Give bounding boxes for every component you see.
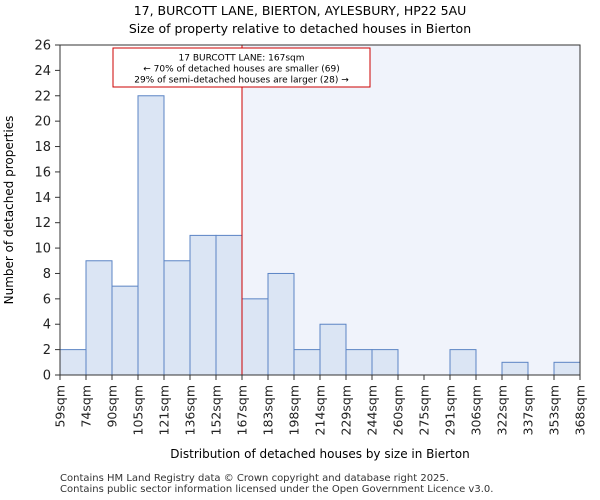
y-tick-label: 6 bbox=[43, 292, 51, 307]
bar-229sqm bbox=[345, 349, 373, 376]
x-tick-label-353sqm: 353sqm bbox=[547, 385, 562, 435]
bar-167sqm bbox=[241, 298, 269, 376]
bar-183sqm bbox=[267, 272, 295, 376]
x-tick-label-260sqm: 260sqm bbox=[391, 385, 406, 435]
x-tick-label-59sqm: 59sqm bbox=[53, 385, 68, 428]
x-tick-label-152sqm: 152sqm bbox=[209, 385, 224, 435]
x-tick-label-105sqm: 105sqm bbox=[131, 385, 146, 435]
annotation-box bbox=[112, 47, 371, 88]
x-tick-label-244sqm: 244sqm bbox=[365, 385, 380, 435]
y-tick-label: 12 bbox=[34, 216, 51, 231]
chart-title-line2: Size of property relative to detached ho… bbox=[129, 21, 471, 36]
y-tick-label: 10 bbox=[34, 242, 51, 257]
y-tick-label: 24 bbox=[34, 64, 51, 79]
x-tick-label-214sqm: 214sqm bbox=[313, 385, 328, 435]
y-tick-label: 14 bbox=[34, 191, 51, 206]
x-tick-label-322sqm: 322sqm bbox=[495, 385, 510, 435]
annotation-line1: 17 BURCOTT LANE: 167sqm bbox=[179, 54, 305, 64]
x-tick-label-90sqm: 90sqm bbox=[105, 385, 120, 428]
larger-region-background bbox=[242, 45, 580, 375]
chart-title-line1: 17, BURCOTT LANE, BIERTON, AYLESBURY, HP… bbox=[134, 3, 467, 18]
x-tick-label-368sqm: 368sqm bbox=[573, 385, 588, 435]
y-tick-label: 16 bbox=[34, 165, 51, 180]
plot-frame bbox=[59, 44, 581, 376]
bar-214sqm bbox=[319, 323, 347, 376]
bar-105sqm bbox=[137, 95, 165, 376]
y-tick-label: 22 bbox=[34, 89, 51, 104]
x-axis-label: Distribution of detached houses by size … bbox=[170, 447, 469, 461]
footer-line2: Contains public sector information licen… bbox=[60, 484, 494, 495]
x-tick-label-136sqm: 136sqm bbox=[183, 385, 198, 435]
x-tick-label-167sqm: 167sqm bbox=[235, 385, 250, 435]
bar-152sqm bbox=[215, 234, 243, 376]
x-tick-label-74sqm: 74sqm bbox=[79, 385, 94, 428]
annotation-line3: 29% of semi-detached houses are larger (… bbox=[134, 76, 349, 86]
bar-74sqm bbox=[85, 260, 113, 376]
y-tick-label: 26 bbox=[34, 39, 51, 54]
x-tick-label-229sqm: 229sqm bbox=[339, 385, 354, 435]
y-tick-label: 2 bbox=[43, 343, 51, 358]
x-tick-label-291sqm: 291sqm bbox=[443, 385, 458, 435]
bar-121sqm bbox=[163, 260, 191, 376]
subject-property-annotation: 17 BURCOTT LANE: 167sqm ← 70% of detache… bbox=[112, 47, 371, 88]
y-tick-label: 0 bbox=[43, 369, 51, 384]
x-tick-label-198sqm: 198sqm bbox=[287, 385, 302, 435]
x-tick-label-306sqm: 306sqm bbox=[469, 385, 484, 435]
y-axis-label: Number of detached properties bbox=[2, 116, 16, 305]
bar-59sqm bbox=[59, 349, 87, 376]
bar-198sqm bbox=[293, 349, 321, 376]
bar-291sqm bbox=[449, 349, 477, 376]
x-tick-label-337sqm: 337sqm bbox=[521, 385, 536, 435]
bar-322sqm bbox=[501, 361, 529, 376]
footer-line1: Contains HM Land Registry data © Crown c… bbox=[60, 473, 449, 484]
x-tick-label-183sqm: 183sqm bbox=[261, 385, 276, 435]
bar-136sqm bbox=[189, 234, 217, 376]
y-tick-label: 20 bbox=[34, 115, 51, 130]
annotation-line2: ← 70% of detached houses are smaller (69… bbox=[143, 65, 340, 75]
y-tick-label: 8 bbox=[43, 267, 51, 282]
x-tick-label-121sqm: 121sqm bbox=[157, 385, 172, 435]
x-tick-label-275sqm: 275sqm bbox=[417, 385, 432, 435]
y-tick-label: 4 bbox=[43, 318, 51, 333]
bar-244sqm bbox=[371, 349, 399, 376]
y-tick-label: 18 bbox=[34, 140, 51, 155]
bar-353sqm bbox=[553, 361, 581, 376]
bar-90sqm bbox=[111, 285, 139, 376]
